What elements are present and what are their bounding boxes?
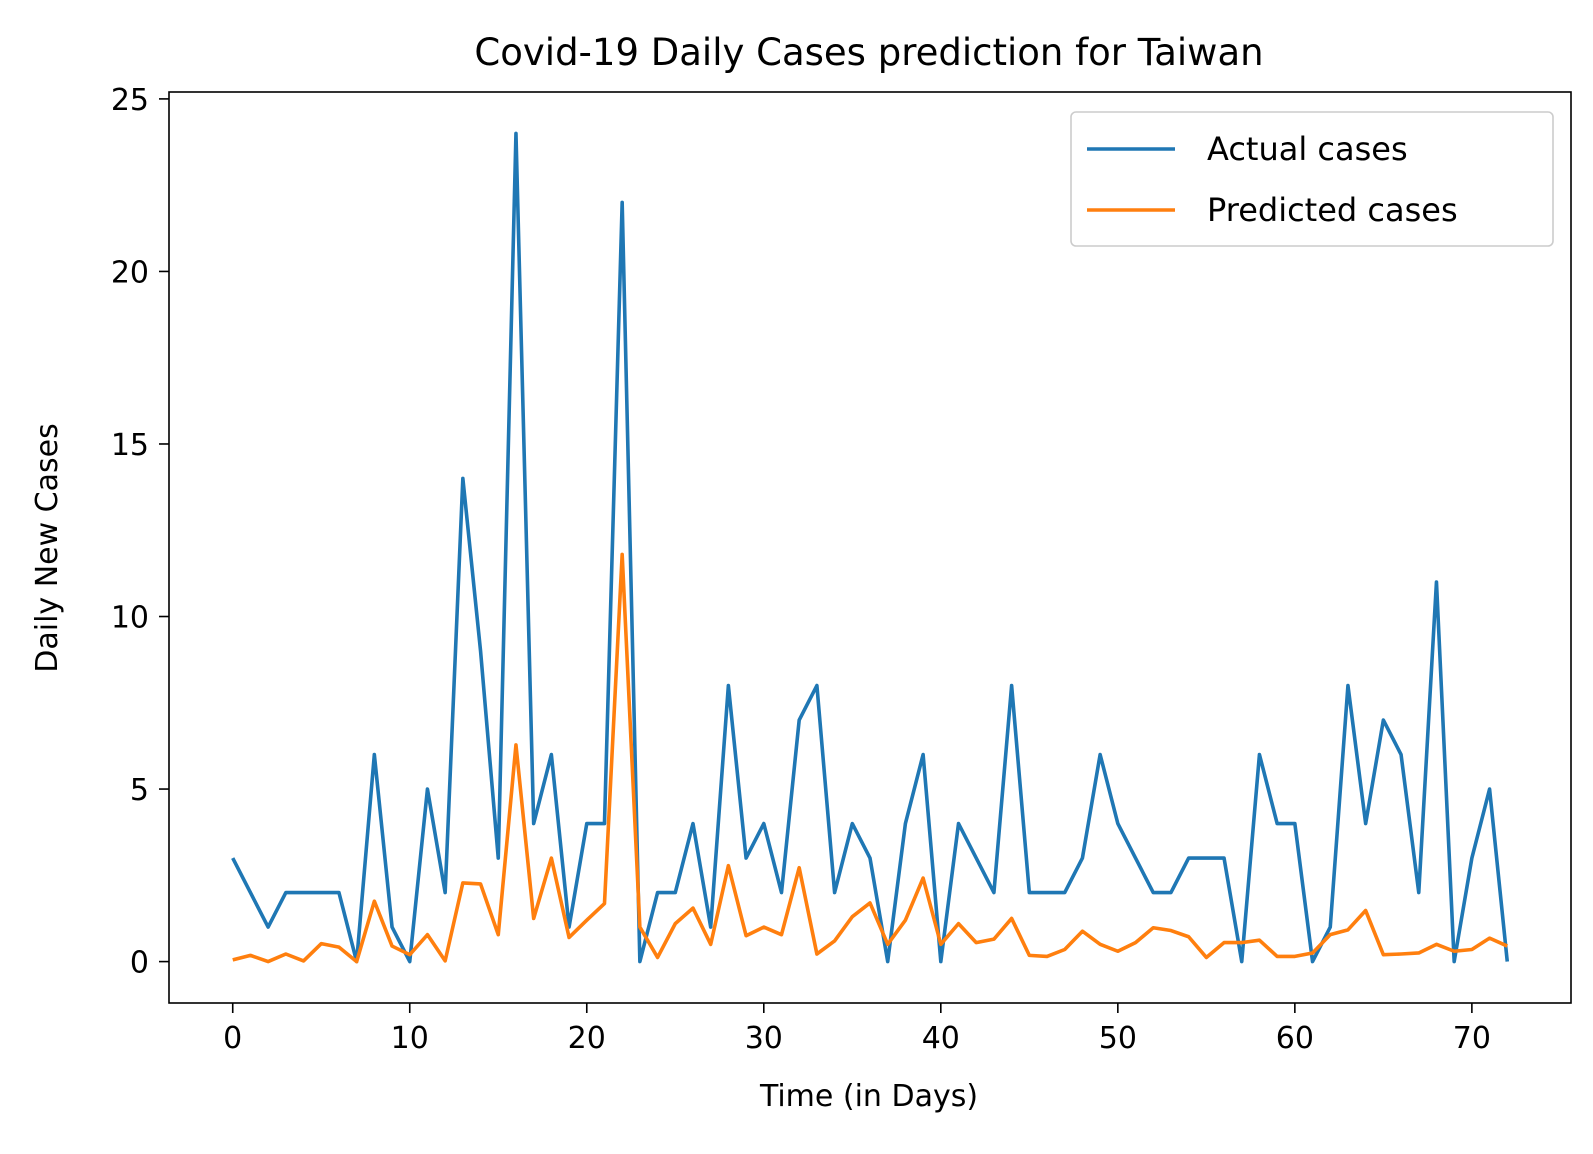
y-tick-label: 25: [111, 83, 149, 118]
y-axis-label: Daily New Cases: [30, 423, 65, 672]
x-tick-label: 50: [1099, 1021, 1137, 1056]
x-tick-label: 30: [745, 1021, 783, 1056]
x-axis-label: Time (in Days): [759, 1079, 978, 1114]
y-tick-label: 0: [130, 946, 149, 981]
y-tick-label: 15: [111, 428, 149, 463]
x-tick-label: 70: [1453, 1021, 1491, 1056]
legend-label-actual-cases: Actual cases: [1207, 130, 1408, 168]
x-tick-label: 40: [922, 1021, 960, 1056]
x-tick-label: 0: [223, 1021, 242, 1056]
chart-title: Covid-19 Daily Cases prediction for Taiw…: [474, 31, 1263, 74]
series-line-actual-cases: [231, 131, 1510, 964]
axis-ticks: 0 10 20 30 40 50 60 70 0 5 10 15 20 25: [111, 83, 1491, 1056]
y-tick-label: 20: [111, 255, 149, 290]
axes-frame: [168, 91, 1572, 1004]
plot-area: [231, 131, 1510, 964]
x-tick-label: 10: [391, 1021, 429, 1056]
y-tick-label: 5: [130, 773, 149, 808]
legend-label-predicted-cases: Predicted cases: [1207, 191, 1458, 229]
legend: Actual cases Predicted cases: [1070, 111, 1554, 247]
legend-box: [1070, 111, 1554, 247]
x-tick-label: 20: [568, 1021, 606, 1056]
series-line-predicted-cases: [232, 552, 1509, 964]
y-tick-label: 10: [111, 601, 149, 636]
x-tick-label: 60: [1276, 1021, 1314, 1056]
